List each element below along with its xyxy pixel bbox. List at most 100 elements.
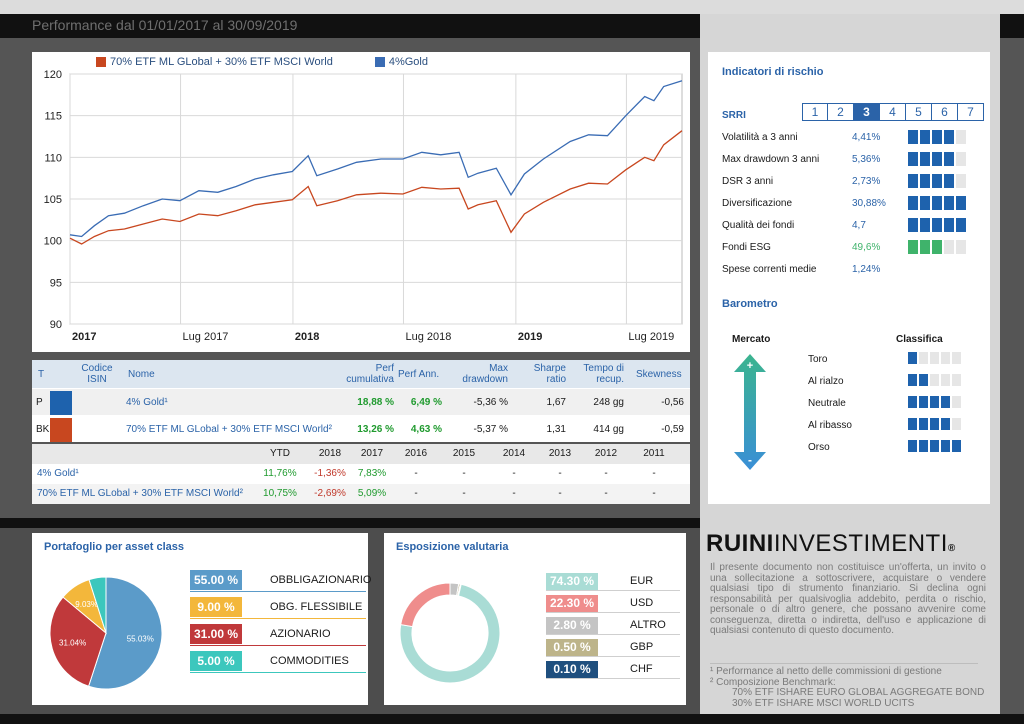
bar-segment <box>919 352 928 364</box>
col-sharpe: Sharpe ratio <box>533 363 566 385</box>
pie-slice <box>88 576 107 634</box>
year-value: - <box>512 488 516 499</box>
col-isin: Codice ISIN <box>81 363 113 385</box>
currency-underline <box>546 678 680 679</box>
asset-class-pct: 5.00 % <box>190 651 242 671</box>
bar-segment <box>941 418 950 430</box>
asset-class-underline <box>190 645 366 646</box>
bar-segment <box>930 374 939 386</box>
x-tick-label: 2018 <box>295 331 319 343</box>
risk-indicator-value: 49,6% <box>852 242 881 253</box>
row-perf-cum: 18,88 % <box>357 397 394 408</box>
legend-label-gold: 4%Gold <box>388 56 428 68</box>
risk-indicator-row: Qualità dei fondi 4,7 <box>722 216 982 236</box>
row-color-swatch <box>50 391 72 415</box>
footer-bar <box>0 714 1024 724</box>
barometer-row: Al ribasso <box>808 418 978 436</box>
risk-indicator-name: Spese correnti medie <box>722 264 817 275</box>
bar-segment <box>956 218 966 232</box>
bar-segment <box>908 240 918 254</box>
year-value: - <box>462 468 466 479</box>
srri-level: 3 <box>854 103 880 121</box>
series-line-0 <box>69 130 683 245</box>
asset-class-name: OBBLIGAZIONARIO <box>270 574 372 586</box>
srri-level: 2 <box>828 103 854 121</box>
title-bar-right <box>1000 14 1024 38</box>
bar-segment <box>930 352 939 364</box>
series-line-1 <box>69 80 683 238</box>
asset-class-name: OBG. FLESSIBILE <box>270 601 363 613</box>
currency-row: 22.30 % USD <box>546 593 680 613</box>
row-perf-cum: 13,26 % <box>357 424 394 435</box>
yearly-table-header: YTD 2018 2017 2016 2015 2014 2013 2012 2011 <box>32 444 690 464</box>
bar-segment <box>941 440 950 452</box>
footnote-3: 70% ETF ISHARE EURO GLOBAL AGGREGATE BON… <box>732 687 985 698</box>
risk-indicator-row: Volatilità a 3 anni 4,41% <box>722 128 982 148</box>
bar-segment <box>908 396 917 408</box>
year-value: - <box>558 468 562 479</box>
currency-underline <box>546 656 680 657</box>
x-tick-label: Lug 2018 <box>405 331 451 343</box>
donut-segment <box>400 582 451 628</box>
asset-class-pct: 55.00 % <box>190 570 242 590</box>
barometer-bars <box>908 352 961 364</box>
title-bar <box>0 14 700 38</box>
barometer-bars <box>908 440 961 452</box>
x-tick-label: 2017 <box>72 331 96 343</box>
currency-donut <box>399 582 501 684</box>
legend-swatch-gold <box>374 57 385 67</box>
bar-segment <box>944 130 954 144</box>
bar-segment <box>932 174 942 188</box>
risk-indicator-bars <box>908 174 966 188</box>
donut-segment <box>399 583 501 684</box>
currency-exposure-card: Esposizione valutaria 74.30 % EUR 22.30 % U… <box>384 533 686 705</box>
asset-class-row: 9.00 % OBG. FLESSIBILE <box>190 596 362 618</box>
col-skew: Skewness <box>636 369 682 380</box>
year-value: 10,75% <box>263 488 297 499</box>
right-strip <box>1000 38 1024 714</box>
col-perf-ann: Perf Ann. <box>398 369 440 380</box>
year-header: 2013 <box>548 448 572 459</box>
bar-segment <box>944 152 954 166</box>
risk-indicator-value: 4,7 <box>852 220 866 231</box>
bar-segment <box>908 352 917 364</box>
year-value: - <box>558 488 562 499</box>
bar-segment <box>941 374 950 386</box>
year-value: - <box>604 468 608 479</box>
bar-segment <box>919 396 928 408</box>
asset-class-row: 55.00 % OBBLIGAZIONARIO <box>190 569 371 591</box>
year-value: 5,09% <box>357 488 387 499</box>
year-header: 2018 <box>318 448 342 459</box>
asset-class-name: COMMODITIES <box>270 655 349 667</box>
bar-segment <box>941 352 950 364</box>
srri-level: 5 <box>906 103 932 121</box>
bar-segment <box>908 130 918 144</box>
bar-segment <box>952 374 961 386</box>
currency-name: EUR <box>630 575 654 587</box>
risk-indicator-row: DSR 3 anni 2,73% <box>722 172 982 192</box>
risk-indicator-bars <box>908 218 966 232</box>
year-header: 2011 <box>643 448 665 459</box>
barometer-row: Orso <box>808 440 978 458</box>
srri-level: 7 <box>958 103 984 121</box>
currency-name: USD <box>630 597 654 609</box>
row-color-swatch <box>50 418 72 442</box>
row-max-dd: -5,37 % <box>473 424 508 435</box>
barometer-bars <box>908 418 961 430</box>
risk-indicator-value: 2,73% <box>852 176 881 187</box>
row-sharpe: 1,31 <box>546 424 566 435</box>
year-header: 2016 <box>404 448 428 459</box>
bar-segment <box>952 418 961 430</box>
asset-class-name: AZIONARIO <box>270 628 331 640</box>
risk-indicator-row: Fondi ESG 49,6% <box>722 238 982 258</box>
brand-light: INVESTIMENTI <box>773 530 948 557</box>
yearly-performance-table: YTD 2018 2017 2016 2015 2014 2013 2012 2011 4% G… <box>32 444 690 504</box>
bar-segment <box>956 174 966 188</box>
barometer-row: Neutrale <box>808 396 978 414</box>
bar-segment <box>908 418 917 430</box>
y-tick-label: 110 <box>44 152 62 164</box>
year-header: 2015 <box>452 448 476 459</box>
asset-class-row: 5.00 % COMMODITIES <box>190 650 349 672</box>
y-tick-label: 115 <box>44 111 62 123</box>
x-tick-label: 2019 <box>518 331 542 343</box>
